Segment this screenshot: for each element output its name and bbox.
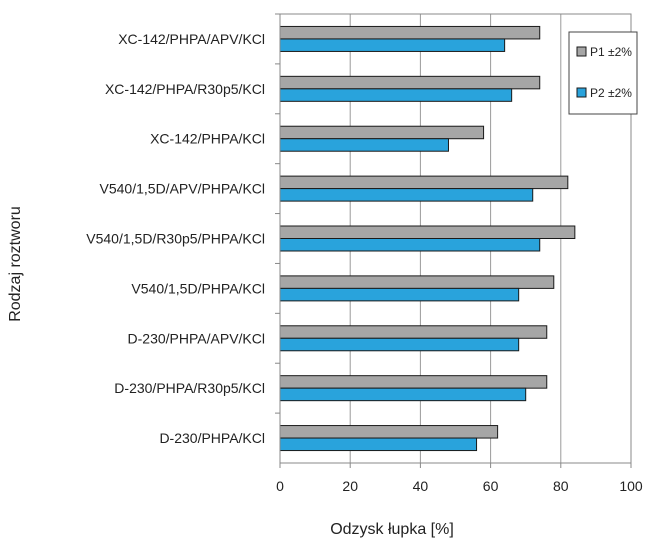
legend: P1 ±2% P2 ±2% [568,31,638,115]
bar-p2 [279,337,520,352]
x-tick-label: 100 [619,478,643,494]
bar-p1 [279,125,485,140]
category-label: D-230/PHPA/R30p5/KCl [114,380,265,396]
category-label: D-230/PHPA/APV/KCl [128,330,265,346]
category-label: XC-142/PHPA/KCl [150,131,265,147]
bar-p2 [279,138,449,152]
x-tick-label: 40 [413,478,429,494]
x-tick-label: 80 [553,478,569,494]
x-axis-title: Odzysk łupka [%] [330,521,454,538]
bar-p2 [279,387,527,402]
category-label: V540/1,5D/R30p5/PHPA/KCl [86,231,265,247]
bar-p1 [279,275,555,289]
category-label: V540/1,5D/PHPA/KCl [131,280,265,296]
bar-p1 [279,375,548,389]
bar-p2 [279,38,506,52]
bar-p1 [279,425,499,439]
x-tick-label: 20 [342,478,358,494]
bar-p2 [279,188,534,202]
category-label: D-230/PHPA/KCl [159,430,265,446]
bar-p2 [279,437,478,452]
legend-box [568,31,638,115]
y-axis-title: Rodzaj roztworu [7,206,24,322]
bars [279,25,576,452]
plot-area-frame [279,13,632,464]
bar-p1 [279,325,548,339]
bar-p1 [279,25,541,40]
legend-label: P1 ±2% [590,45,632,59]
bar-p1 [279,175,569,190]
category-labels: XC-142/PHPA/APV/KCl XC-142/PHPA/R30p5/KCl… [86,13,280,446]
x-tick-label: 60 [483,478,499,494]
category-label: XC-142/PHPA/APV/KCl [118,31,265,47]
legend-swatch [576,46,587,57]
x-tick-labels: 0 20 40 60 80 100 [276,463,643,494]
bar-p1 [279,75,541,90]
bar-p2 [279,88,513,102]
bar-p2 [279,287,520,302]
bar-p1 [279,225,576,239]
category-label: XC-142/PHPA/R30p5/KCl [105,81,265,97]
category-label: V540/1,5D/APV/PHPA/KCl [100,181,265,197]
x-tick-label: 0 [276,478,284,494]
bar-p2 [279,238,541,252]
legend-label: P2 ±2% [590,86,632,100]
legend-swatch [576,87,587,98]
